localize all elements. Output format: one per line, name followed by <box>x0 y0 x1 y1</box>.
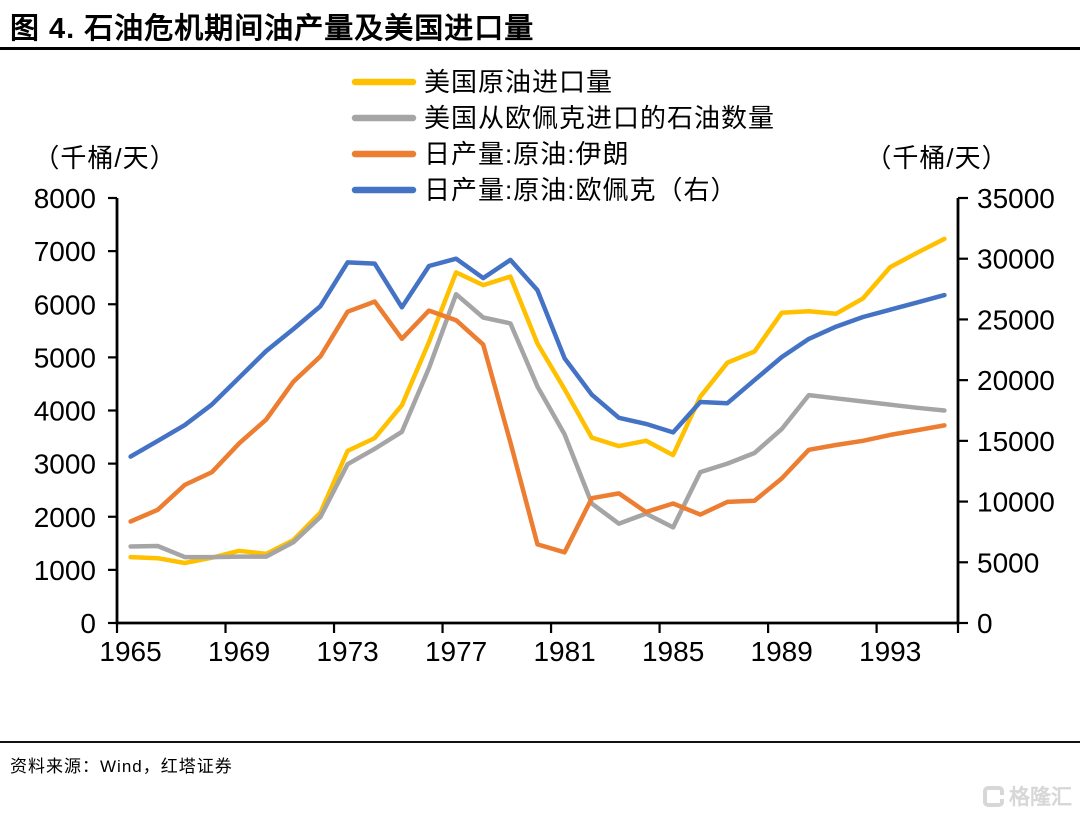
axis-frame <box>115 198 960 625</box>
right-axis-tick-label: 10000 <box>977 487 1055 518</box>
x-axis-tick-label: 1989 <box>751 636 813 667</box>
data-source-note: 资料来源：Wind，红塔证券 <box>10 757 233 776</box>
left-axis-tick-label: 2000 <box>34 502 96 533</box>
right-axis-tick-label: 5000 <box>977 547 1039 578</box>
series-line-2 <box>128 291 947 560</box>
x-axis-tick-label: 1973 <box>316 636 378 667</box>
x-axis-tick-label: 1969 <box>208 636 270 667</box>
left-axis-tick-label: 8000 <box>34 183 96 214</box>
right-axis-unit-label: （千桶/天） <box>865 143 1008 173</box>
left-axis-unit-label: （千桶/天） <box>33 143 176 173</box>
watermark: 格隆汇 <box>983 781 1072 811</box>
watermark-text: 格隆汇 <box>1009 786 1072 809</box>
legend-label: 日产量:原油:伊朗 <box>424 139 629 169</box>
right-axis-tick-label: 0 <box>977 608 993 639</box>
series-lines <box>128 236 947 566</box>
left-axis-tick-labels: 0 1000 2000 3000 4000 5000 6000 7000 8000 <box>34 183 96 639</box>
legend: 美国原油进口量美国从欧佩克进口的石油数量日产量:原油:伊朗日产量:原油:欧佩克（… <box>351 67 775 205</box>
x-axis-tick-labels: 1965 1969 1973 1977 1981 1985 1989 1993 <box>99 636 921 667</box>
series-line-3 <box>128 299 947 555</box>
footer-divider <box>0 741 1080 743</box>
axes <box>115 198 960 625</box>
left-axis-tick-label: 3000 <box>34 449 96 480</box>
title-divider <box>0 47 1080 50</box>
left-axis-tick-label: 5000 <box>34 342 96 373</box>
series-line-1 <box>128 236 947 566</box>
legend-label: 美国从欧佩克进口的石油数量 <box>424 103 775 133</box>
x-axis-tick-label: 1965 <box>99 636 161 667</box>
chart-title: 图 4. 石油危机期间油产量及美国进口量 <box>10 13 535 45</box>
right-axis-tick-label: 15000 <box>977 426 1055 457</box>
x-axis-tick-label: 1993 <box>859 636 921 667</box>
legend-label: 美国原油进口量 <box>424 67 613 97</box>
left-axis-tick-label: 4000 <box>34 396 96 427</box>
right-axis-tick-label: 20000 <box>977 365 1055 396</box>
left-axis-tick-label: 0 <box>80 608 96 639</box>
gelonghui-logo-icon <box>983 785 1004 807</box>
left-axis-tick-label: 1000 <box>34 555 96 586</box>
left-axis-tick-label: 7000 <box>34 236 96 267</box>
right-axis-tick-label: 30000 <box>977 244 1055 275</box>
x-axis-tick-label: 1985 <box>642 636 704 667</box>
left-axis-tick-label: 6000 <box>34 289 96 320</box>
right-axis-tick-label: 35000 <box>977 183 1055 214</box>
x-axis-tick-label: 1981 <box>533 636 595 667</box>
right-axis-tick-labels: 0 5000 10000 15000 20000 25000 30000 35000 <box>977 183 1055 639</box>
legend-label: 日产量:原油:欧佩克（右） <box>424 175 737 205</box>
right-axis-tick-label: 25000 <box>977 304 1055 335</box>
x-axis-tick-label: 1977 <box>425 636 487 667</box>
series-line-4 <box>128 256 947 459</box>
axis-ticks <box>108 196 968 633</box>
